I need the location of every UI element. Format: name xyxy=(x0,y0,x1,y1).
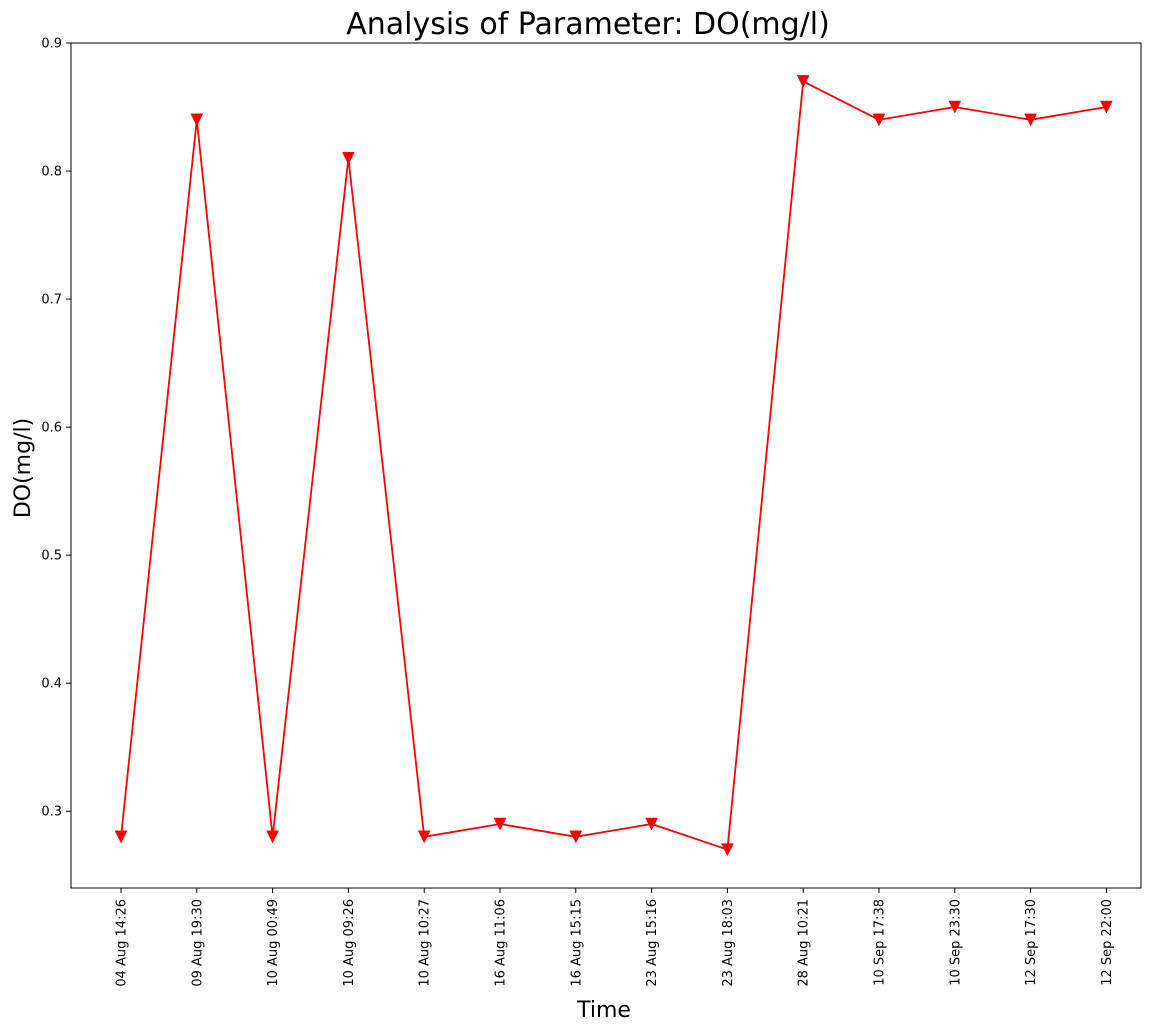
x-tick-label: 10 Sep 17:38 xyxy=(873,899,888,986)
data-point xyxy=(114,830,128,844)
data-point xyxy=(341,151,355,165)
x-tick-label: 10 Aug 00:49 xyxy=(266,899,281,987)
x-tick-label: 10 Aug 09:26 xyxy=(342,899,357,987)
series-layer xyxy=(114,75,1113,857)
y-tick-label: 0.8 xyxy=(41,165,62,180)
x-tick-label: 23 Aug 18:03 xyxy=(721,899,736,987)
data-point xyxy=(417,830,431,844)
y-tick-label: 0.7 xyxy=(41,293,62,308)
data-point xyxy=(190,113,204,127)
y-tick-label: 0.6 xyxy=(41,421,62,436)
y-tick-label: 0.3 xyxy=(41,805,62,820)
data-point xyxy=(948,100,962,114)
data-point xyxy=(872,113,886,127)
x-tick-label: 10 Aug 10:27 xyxy=(418,899,433,987)
y-tick-label: 0.5 xyxy=(41,549,62,564)
x-axis: 04 Aug 14:26 09 Aug 19:30 10 Aug 00:49 10 A… xyxy=(115,888,1115,987)
chart-title: Analysis of Parameter: DO(mg/l) xyxy=(346,7,830,42)
data-point xyxy=(569,830,583,844)
y-axis-label: DO(mg/l) xyxy=(11,418,36,518)
x-tick-label: 09 Aug 19:30 xyxy=(190,899,205,987)
x-tick-label: 16 Aug 11:06 xyxy=(494,899,509,987)
y-tick-label: 0.4 xyxy=(41,677,62,692)
x-tick-label: 12 Sep 22:00 xyxy=(1100,899,1115,986)
plot-frame xyxy=(70,42,1142,889)
y-axis: 0.3 0.4 0.5 0.6 0.7 0.8 0.9 xyxy=(41,37,71,820)
x-tick-label: 12 Sep 17:30 xyxy=(1024,899,1039,986)
data-point xyxy=(1024,113,1038,127)
data-point xyxy=(796,75,810,88)
data-point xyxy=(1099,100,1113,114)
x-tick-label: 28 Aug 10:21 xyxy=(797,899,812,987)
x-tick-label: 16 Aug 15:15 xyxy=(569,899,584,987)
data-point xyxy=(493,817,507,831)
series-line xyxy=(120,80,1107,851)
x-axis-label: Time xyxy=(576,998,631,1023)
data-point xyxy=(720,843,734,857)
data-point xyxy=(645,817,659,831)
x-tick-label: 04 Aug 14:26 xyxy=(115,899,130,987)
data-point xyxy=(266,830,280,844)
x-tick-label: 23 Aug 15:16 xyxy=(645,899,660,987)
x-tick-label: 10 Sep 23:30 xyxy=(948,899,963,986)
y-tick-label: 0.9 xyxy=(41,37,62,52)
